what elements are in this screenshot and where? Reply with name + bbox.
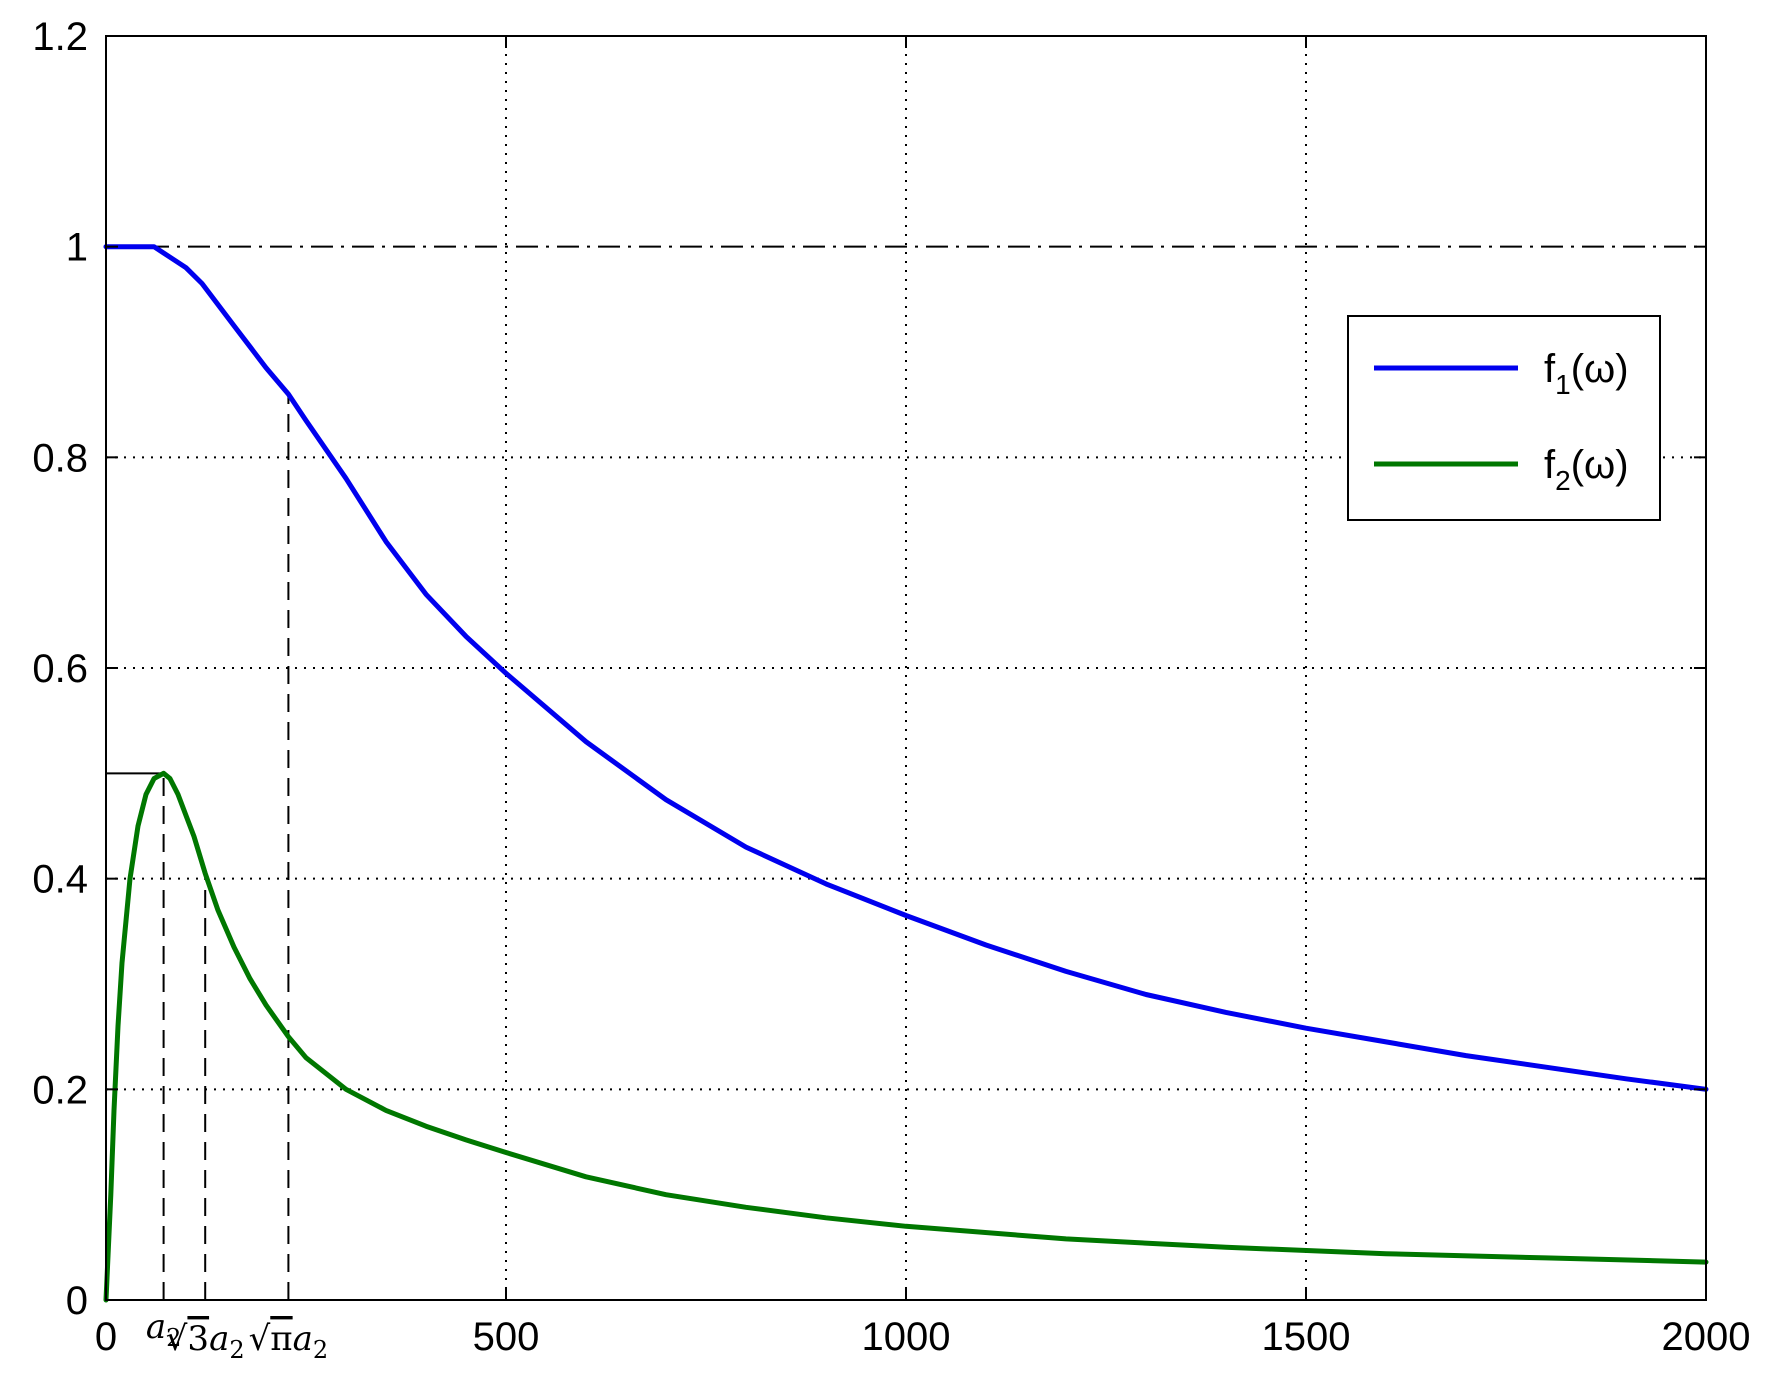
marker-label-layer: a2√3a2 √πa2 bbox=[146, 1307, 328, 1364]
marker-subscript: 2 bbox=[229, 1336, 244, 1364]
marker-symbol: a bbox=[146, 1307, 166, 1347]
x-marker-label: a2 bbox=[146, 1307, 182, 1352]
marker-subscript: 2 bbox=[313, 1336, 328, 1364]
y-tick-label: 0 bbox=[66, 1279, 88, 1323]
series-line-1 bbox=[103, 244, 1709, 1092]
x-tick-label: 1500 bbox=[1262, 1315, 1351, 1359]
sqrt-radicand: π bbox=[270, 1319, 292, 1359]
grid-layer bbox=[106, 36, 1706, 1300]
x-tick-label: 0 bbox=[95, 1315, 117, 1359]
marker-subscript: 2 bbox=[166, 1324, 181, 1352]
legend-box bbox=[1347, 315, 1661, 521]
x-tick-label: 500 bbox=[473, 1315, 540, 1359]
x-marker-label: √3a2 bbox=[166, 1319, 245, 1364]
y-tick-label: 0.8 bbox=[32, 436, 88, 480]
y-tick-label: 1 bbox=[66, 226, 88, 270]
y-tick-label: 0.6 bbox=[32, 647, 88, 691]
legend-name-sub: 2 bbox=[1555, 465, 1571, 496]
marker-symbol: a bbox=[293, 1319, 313, 1359]
series-layer bbox=[103, 244, 1709, 1303]
legend-name-main: f bbox=[1544, 347, 1556, 391]
marker-line-layer bbox=[106, 394, 290, 1300]
y-tick-label: 0.2 bbox=[32, 1068, 88, 1112]
x-tick-label: 1000 bbox=[862, 1315, 951, 1359]
legend-label-2: f2(ω) bbox=[1544, 443, 1629, 496]
legend-name-main: f bbox=[1544, 443, 1556, 487]
legend-name-rest: (ω) bbox=[1571, 443, 1629, 487]
series-line-2 bbox=[103, 770, 1709, 1303]
legend-name-rest: (ω) bbox=[1571, 347, 1629, 391]
y-tick-label: 1.2 bbox=[32, 15, 88, 59]
marker-symbol: a bbox=[209, 1319, 229, 1359]
legend-label-1: f1(ω) bbox=[1544, 347, 1629, 400]
legend: f1(ω)f2(ω) bbox=[1347, 315, 1661, 521]
y-tick-label: 0.4 bbox=[32, 858, 88, 902]
tick-layer: 0 500 1000 1500 2000 0 0.2 0.4 0.6 0.8 1 1.2 bbox=[32, 15, 1750, 1359]
sqrt-sign: √ bbox=[249, 1319, 271, 1359]
sqrt-radicand: 3 bbox=[187, 1319, 209, 1359]
x-marker-label: √πa2 bbox=[249, 1319, 329, 1364]
sqrt-sign: √ bbox=[166, 1319, 188, 1359]
legend-name-sub: 1 bbox=[1555, 369, 1571, 400]
x-tick-label: 2000 bbox=[1662, 1315, 1751, 1359]
